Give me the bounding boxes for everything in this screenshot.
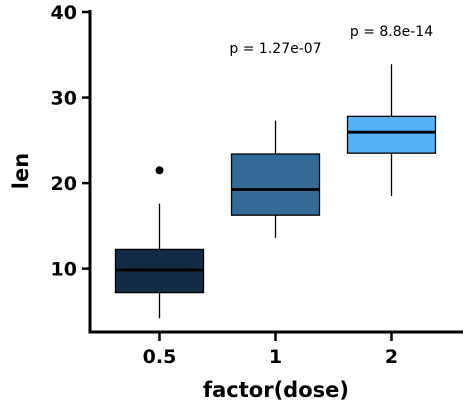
box-group-2 — [346, 64, 437, 196]
box-body — [230, 153, 321, 216]
outlier-point — [155, 166, 164, 175]
y-tick-label: 30 — [51, 88, 77, 110]
x-tick-label: 2 — [385, 346, 398, 368]
y-tick-label: 20 — [51, 173, 77, 195]
box-body — [346, 115, 437, 154]
x-tick-label: 1 — [269, 346, 282, 368]
box-group-0_5 — [114, 166, 205, 319]
y-axis-title: len — [9, 153, 33, 189]
y-tick-label: 40 — [51, 2, 77, 24]
x-tick-label: 0.5 — [143, 346, 177, 368]
plot-area: p = 1.27e-07 p = 8.8e-14 — [114, 24, 437, 319]
p-value-annotation: p = 1.27e-07 — [229, 41, 321, 57]
x-axis-ticks: 0.5 1 2 — [143, 332, 398, 368]
box-group-1 — [230, 120, 321, 238]
y-tick-label: 10 — [51, 259, 77, 281]
p-value-annotation: p = 8.8e-14 — [350, 24, 433, 40]
y-axis-ticks: 10 20 30 40 — [51, 2, 90, 281]
x-axis-title: factor(dose) — [203, 378, 349, 402]
